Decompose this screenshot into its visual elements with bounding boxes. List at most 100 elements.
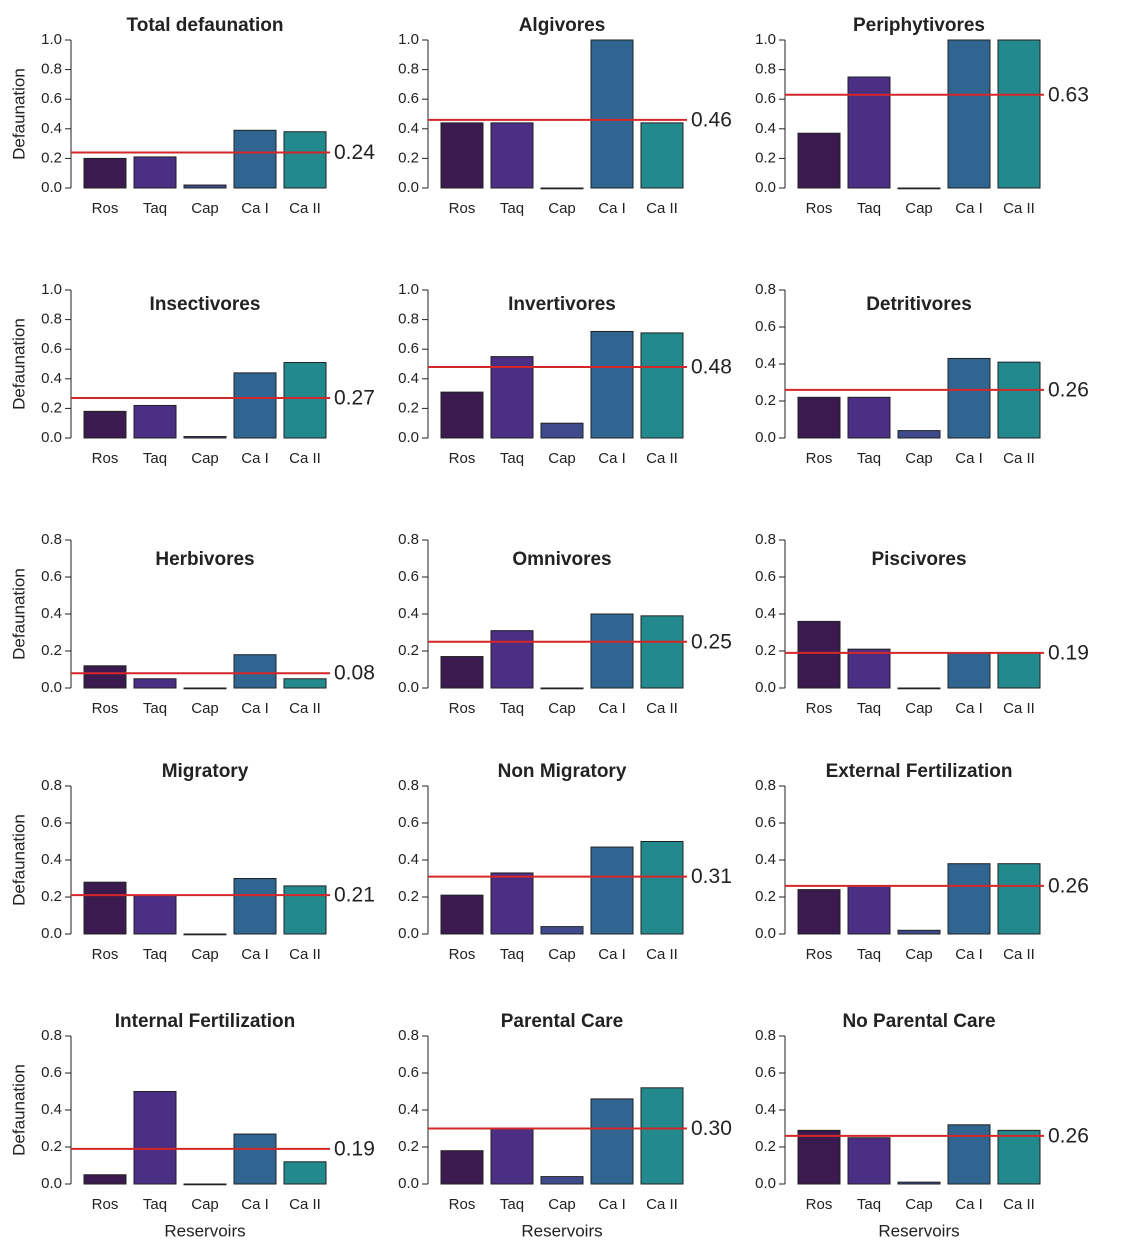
y-tick-label: 0.2 [398,888,419,905]
x-tick-label: Cap [905,200,933,217]
y-tick-label: 1.0 [41,281,62,298]
x-tick-label: Taq [857,200,881,217]
bar [848,77,890,188]
x-tick-label: Cap [905,946,933,963]
x-tick-label: Cap [548,946,576,963]
x-tick-label: Ca II [1003,700,1035,717]
y-tick-label: 0.6 [41,1064,62,1081]
bar [848,886,890,934]
x-tick-label: Cap [548,450,576,467]
bar [848,1138,890,1184]
y-tick-label: 0.8 [398,777,419,794]
x-tick-label: Taq [857,946,881,963]
panel-title: Algivores [519,15,606,36]
y-tick-label: 0.8 [41,1027,62,1044]
reference-label: 0.27 [334,387,375,410]
x-tick-label: Ca II [646,700,678,717]
y-tick-label: 0.0 [41,1175,62,1192]
y-tick-label: 0.0 [398,179,419,196]
y-tick-label: 0.2 [398,1138,419,1155]
panel-title: Herbivores [155,549,254,570]
x-axis-label: Reservoirs [878,1221,959,1240]
y-tick-label: 0.4 [755,1101,776,1118]
reference-label: 0.26 [1048,1124,1089,1147]
x-tick-label: Ca I [598,450,626,467]
x-tick-label: Taq [143,700,167,717]
y-tick-label: 0.0 [398,679,419,696]
y-axis-label: Defaunation [9,568,28,660]
panel-title: No Parental Care [842,1011,995,1032]
y-tick-label: 1.0 [398,281,419,298]
y-tick-label: 0.8 [398,61,419,78]
bar [641,123,683,188]
bar [998,864,1040,934]
bar [234,130,276,188]
reference-label: 0.24 [334,141,375,164]
bar [184,934,226,935]
y-tick-label: 0.0 [41,679,62,696]
y-tick-label: 0.4 [41,605,62,622]
x-tick-label: Taq [500,200,524,217]
bar [948,1125,990,1184]
y-tick-label: 0.0 [41,179,62,196]
bar [234,373,276,438]
panel-title: Piscivores [871,549,966,570]
bar [491,631,533,688]
y-axis-label: Defaunation [9,1064,28,1156]
y-tick-label: 0.4 [41,851,62,868]
reference-label: 0.19 [334,1137,375,1160]
x-tick-label: Ros [449,200,476,217]
bar [948,653,990,688]
y-tick-label: 0.4 [398,605,419,622]
y-tick-label: 0.4 [755,851,776,868]
bar [798,133,840,188]
x-tick-label: Ca I [598,946,626,963]
panel-title: Insectivores [150,294,261,315]
bar [641,842,683,935]
x-tick-label: Ros [92,450,119,467]
bar [134,1092,176,1185]
y-tick-label: 0.0 [755,429,776,446]
x-tick-label: Ca II [1003,1196,1035,1213]
panel-title: External Fertilization [826,761,1013,782]
y-tick-label: 0.2 [755,149,776,166]
x-tick-label: Ca I [598,700,626,717]
x-tick-label: Ca I [241,450,269,467]
x-tick-label: Taq [143,1196,167,1213]
bar [134,679,176,688]
y-tick-label: 0.6 [755,90,776,107]
x-tick-label: Cap [905,450,933,467]
x-tick-label: Ca I [241,200,269,217]
x-tick-label: Cap [548,700,576,717]
y-axis-label: Defaunation [9,318,28,410]
x-tick-label: Cap [548,200,576,217]
y-tick-label: 0.6 [398,814,419,831]
bar [541,927,583,934]
bar [491,873,533,934]
x-tick-label: Ca I [241,700,269,717]
y-tick-label: 0.2 [41,149,62,166]
x-tick-label: Ca I [955,1196,983,1213]
x-tick-label: Ros [806,946,833,963]
x-tick-label: Ros [806,450,833,467]
y-tick-label: 0.8 [755,281,776,298]
bar [184,688,226,689]
x-tick-label: Cap [191,700,219,717]
reference-label: 0.08 [334,662,375,685]
x-tick-label: Ca II [646,450,678,467]
bar [541,688,583,689]
bar [948,358,990,438]
bar [898,431,940,438]
bar [184,185,226,188]
x-tick-label: Ca I [241,1196,269,1213]
bar [898,1182,940,1184]
x-tick-label: Ros [449,700,476,717]
y-tick-label: 0.4 [41,370,62,387]
panel-title: Parental Care [501,1011,624,1032]
x-tick-label: Cap [191,946,219,963]
panel-title: Migratory [162,761,249,782]
bar [848,397,890,438]
y-tick-label: 0.2 [398,399,419,416]
bar [441,657,483,688]
y-tick-label: 0.2 [41,642,62,659]
